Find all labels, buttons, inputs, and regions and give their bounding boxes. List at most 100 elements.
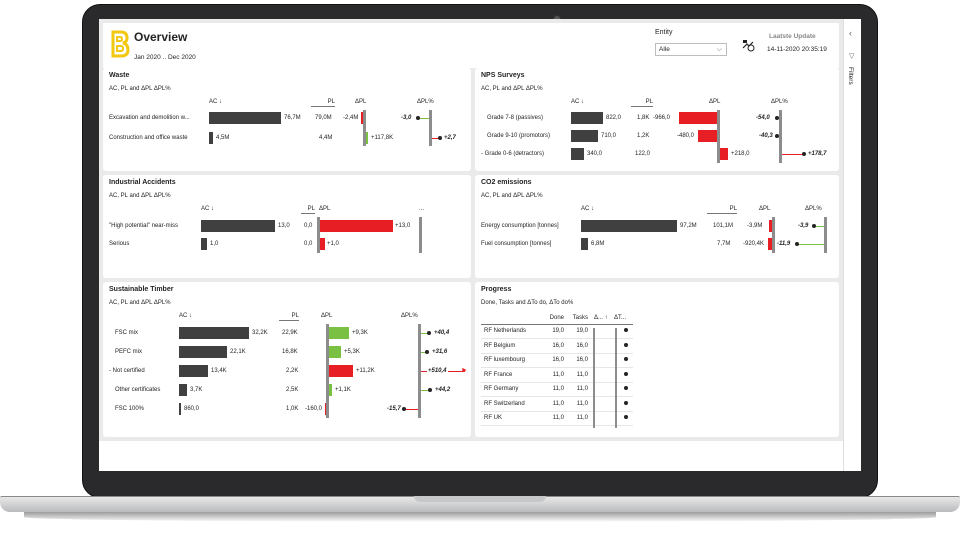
delta-axis [593,328,595,428]
col-header-ac[interactable]: AC ↓ [571,99,585,105]
table-row[interactable]: RF Belgium 16,0 16,0 [481,338,633,354]
filters-label: Filters [847,67,854,85]
col-header-tasks[interactable]: Tasks [567,313,591,325]
row-label: RF Germany [481,382,543,397]
ac-value: 13,4K [211,368,227,374]
row-label: "High potential" near-miss [109,223,178,229]
col-header-pl[interactable]: PL [631,99,653,107]
row-label: Grade 7-8 (passives) [487,115,544,121]
col-header-name[interactable] [481,313,543,325]
col-header-ac[interactable]: AC ↓ [581,206,595,212]
brand-logo-icon [109,29,131,59]
table-row[interactable]: RF luxembourg 16,0 16,0 [481,353,633,368]
card-subtitle: Done, Tasks and ΔTo do, ΔTo do% [481,300,574,306]
delta-cell [591,382,611,397]
filters-pane[interactable]: ‹ ▽ Filters [843,19,861,471]
dpl-bar [679,112,717,124]
collapse-filters-icon[interactable]: ‹ [849,28,852,38]
dplp-value: -40,3 [759,133,773,139]
ac-bar [179,346,227,358]
ac-bar [179,365,208,377]
pl-value: 0,0 [304,241,313,247]
ac-bar [571,112,603,124]
done-value: 16,0 [543,338,567,354]
col-header-ac[interactable]: AC ↓ [179,313,193,319]
col-header-dplp[interactable]: ΔPL% [401,313,418,319]
nps-card[interactable]: NPS Surveys AC, PL and ΔPL ΔPL% AC ↓ PL … [475,68,839,171]
row-label: - Grade 0-6 (detractors) [481,151,545,157]
col-header-delta-todo[interactable]: Δ... ↑ [591,313,611,325]
col-header-dpl[interactable]: ΔPL [355,99,367,105]
done-value: 16,0 [543,353,567,368]
col-header-delta-todo-pct[interactable]: ΔT... [611,313,633,325]
col-header-pl[interactable]: PL [707,206,737,214]
tasks-value: 11,0 [567,367,591,383]
ac-value: 860,0 [184,406,200,412]
col-header-dpl[interactable]: ΔPL [319,206,331,212]
row-label: Construction and office waste [109,135,188,141]
delta-cell [591,396,611,412]
dpl-bar [329,327,349,339]
col-header-dplp[interactable]: ... [419,206,425,212]
pl-value: 16,8K [282,349,298,355]
ac-value: 6,8M [591,241,605,247]
col-header-ac[interactable]: AC ↓ [209,99,223,105]
dplp-dot [812,224,816,228]
col-header-dplp[interactable]: ΔPL% [417,99,434,105]
dplp-dot [795,242,799,246]
ac-bar [201,220,275,232]
row-label: Serious [109,241,130,247]
dpl-value: +13,0 [395,223,411,229]
pl-value: 2,5K [286,387,299,393]
waste-card[interactable]: Waste AC, PL and ΔPL ΔPL% AC ↓ PL ΔPL ΔP… [103,68,471,171]
table-row[interactable]: RF Germany 11,0 11,0 [481,382,633,397]
col-header-dpl[interactable]: ΔPL [321,313,333,319]
tasks-value: 11,0 [567,411,591,426]
col-header-pl[interactable]: PL [301,206,315,214]
dpl-bar [698,130,717,142]
progress-card[interactable]: Progress Done, Tasks and ΔTo do, ΔTo do%… [475,282,839,437]
dpl-axis [717,110,720,163]
col-header-pl[interactable]: PL [311,99,335,107]
period-text: Jan 2020 .. Dec 2020 [134,54,196,61]
ac-value: 13,0 [278,223,290,229]
row-label: Energy consumption [tonnes] [481,223,559,229]
col-header-done[interactable]: Done [543,313,567,325]
table-row[interactable]: RF UK 11,0 11,0 [481,411,633,426]
dpl-value: -966,0 [653,115,671,121]
entity-dropdown[interactable]: Alle ⌵ [655,43,727,56]
col-header-dplp[interactable]: ΔPL% [771,99,788,105]
ac-value: 76,7M [284,115,301,121]
page-title: Overview [134,30,188,44]
col-header-pl[interactable]: PL [279,313,299,321]
zero-dot [624,415,628,420]
dplp-pin [421,333,429,334]
card-title: Waste [109,72,130,79]
ac-value: 822,0 [606,115,622,121]
row-label: - Not certified [109,368,145,374]
timber-card[interactable]: Sustainable Timber AC, PL and ΔPL ΔPL% A… [103,282,471,437]
zero-dot [624,328,628,333]
dplp-value: -3,0 [401,115,412,121]
done-value: 11,0 [543,367,567,383]
col-header-ac[interactable]: AC ↓ [201,206,215,212]
table-row[interactable]: RF Netherlands 19,0 19,0 [481,324,633,339]
dplp-dot [802,152,806,156]
col-header-dpl[interactable]: ΔPL [759,206,771,212]
table-row[interactable]: RF Switzerland 11,0 11,0 [481,396,633,412]
col-header-dplp[interactable]: ΔPL% [805,206,822,212]
card-subtitle: AC, PL and ΔPL ΔPL% [109,86,171,92]
refresh-data-icon[interactable] [741,38,755,52]
row-label: Excavation and demolition w... [109,115,190,121]
dpl-value: -480,0 [677,133,695,139]
table-row[interactable]: RF France 11,0 11,0 [481,367,633,383]
co2-card[interactable]: CO2 emissions AC, PL and ΔPL ΔPL% AC ↓ P… [475,175,839,278]
card-subtitle: AC, PL and ΔPL ΔPL% [481,86,543,92]
col-header-dpl[interactable]: ΔPL [709,99,721,105]
ac-value: 3,7K [190,387,203,393]
row-label: RF Switzerland [481,396,543,412]
delta-cell [591,324,611,339]
ac-value: 22,1K [230,349,246,355]
ac-bar [201,238,207,250]
accidents-card[interactable]: Industrial Accidents AC, PL and ΔPL ΔPL%… [103,175,471,278]
